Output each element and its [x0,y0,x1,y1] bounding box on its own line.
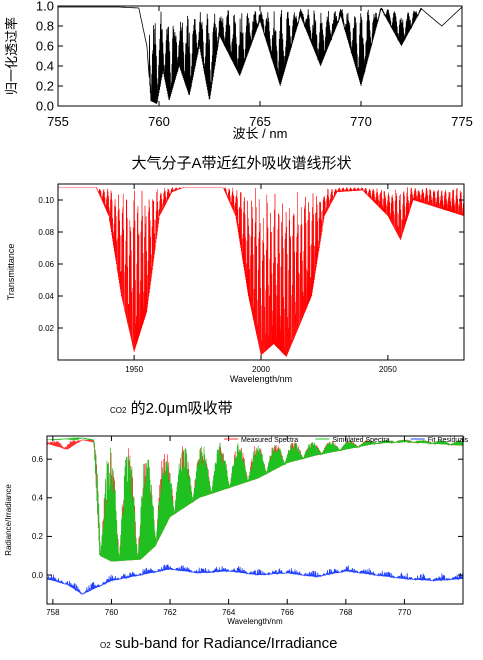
x-tick-label-0: 1950 [125,365,143,374]
chart-a-band: 755 760 765 770 775 0.0 0.2 0.4 0.6 0.8 1.0 波长 / nm… [0,0,483,145]
y-tick-label-1: 0.2 [32,532,44,541]
x-tick-label-1: 2000 [252,365,270,374]
y-tick-label-3: 0.08 [38,228,54,237]
x-tick-label-4: 775 [451,114,473,129]
caption-co2-subscript: 2 [122,406,127,415]
series-line-1 [46,436,464,562]
caption-a-band: 大气分子A带近红外吸收谱线形状 [131,155,352,172]
legend-label-2: Fit Residuals [428,437,469,444]
caption-o2-text: sub-band for Radiance/Irradiance [110,635,338,652]
caption-o2-subscript: 2 [106,641,111,650]
series-line-0 [58,6,463,104]
series-line-0 [58,186,465,357]
x-tick-label-5: 768 [339,608,353,617]
x-tick-label-4: 766 [281,608,295,617]
caption-co2-text: 的2.0μm吸收带 [130,400,233,417]
y-tick-label-1: 0.04 [38,292,54,301]
x-tick-label-2: 765 [249,114,271,129]
y-axis-label: Radiance/Irradiance [4,484,13,556]
y-tick-label-2: 0.06 [38,260,54,269]
caption-co2-band: CO2 的2.0μm吸收带 [110,397,233,418]
chart-a-band-svg: 755 760 765 770 775 0.0 0.2 0.4 0.6 0.8 1.0 波长 / nm… [4,0,473,141]
y-tick-label-4: 0.10 [38,196,54,205]
y-axis-label: Transmittance [6,244,16,301]
y-tick-label-0: 0.0 [36,99,54,114]
x-axis-label: Wavelength/nm [227,617,283,626]
caption-co2-prefix: CO [110,406,122,415]
y-tick-label-2: 0.4 [36,59,54,74]
y-tick-label-4: 0.8 [36,19,54,34]
caption-o2-prefix: O [100,641,107,650]
chart-o2-subband-svg: 758 760 762 764 766 768 770 0.0 0.2 0.4 0.6 Wavelen… [4,435,469,626]
y-tick-label-2: 0.4 [32,494,44,503]
x-tick-label-3: 764 [222,608,236,617]
y-tick-label-0: 0.0 [32,571,44,580]
x-tick-label-2: 2050 [379,365,397,374]
x-tick-label-1: 760 [148,114,170,129]
series-line-2 [46,564,464,595]
y-tick-label-3: 0.6 [36,39,54,54]
chart-co2-band: 1950 2000 2050 0.02 0.04 0.06 0.08 0.10 Waveleng… [0,178,483,390]
y-tick-label-5: 1.0 [36,0,54,14]
x-axis-label: Wavelength/nm [230,374,292,384]
y-axis-label: 归一化透过率 [4,17,19,95]
x-axis-label: 波长 / nm [233,126,288,141]
x-tick-label-3: 770 [350,114,372,129]
y-tick-label-0: 0.02 [38,324,54,333]
x-tick-label-1: 760 [105,608,119,617]
chart-co2-band-svg: 1950 2000 2050 0.02 0.04 0.06 0.08 0.10 Waveleng… [6,183,465,384]
x-tick-label-0: 755 [47,114,69,129]
y-tick-label-3: 0.6 [32,455,44,464]
x-tick-label-2: 762 [163,608,177,617]
caption-o2-subband: O2 sub-band for Radiance/Irradiance [100,635,338,652]
plot-frame [46,435,464,605]
y-tick-label-1: 0.2 [36,79,54,94]
legend-label-0: Measured Spectra [241,437,298,444]
chart-o2-subband: 758 760 762 764 766 768 770 0.0 0.2 0.4 0.6 Wavelen… [0,428,483,628]
x-tick-label-0: 758 [46,608,60,617]
x-tick-label-6: 770 [398,608,412,617]
legend-label-1: Simulated Spectra [332,437,389,444]
